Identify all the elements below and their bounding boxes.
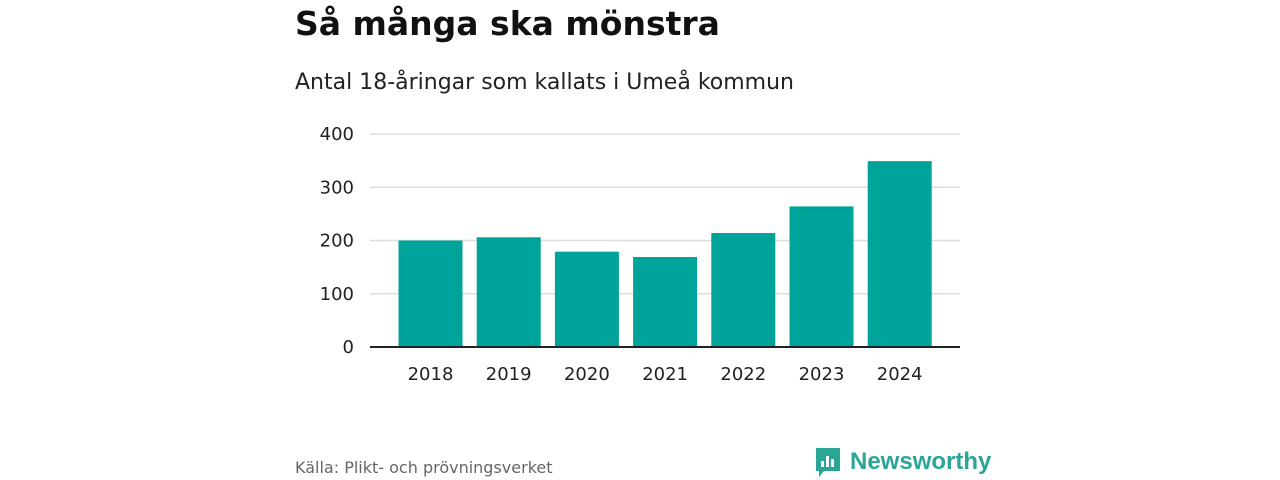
chart-subtitle: Antal 18-åringar som kallats i Umeå komm… [295, 70, 794, 95]
x-tick-label: 2018 [408, 364, 454, 385]
bar [476, 237, 541, 347]
x-tick-label: 2024 [877, 364, 923, 385]
x-tick-label: 2022 [720, 364, 766, 385]
y-tick-label: 400 [320, 124, 354, 145]
y-tick-label: 0 [343, 337, 354, 358]
brand-name: Newsworthy [850, 448, 992, 475]
y-tick-label: 200 [320, 231, 354, 252]
chart-title: Så många ska mönstra [295, 4, 720, 43]
x-tick-label: 2023 [799, 364, 845, 385]
bar [711, 233, 776, 347]
newsworthy-icon [816, 448, 840, 477]
x-tick-label: 2021 [642, 364, 688, 385]
bar-chart: 0 100 200 300 400 2018 2019 2020 2021 2022 2023 202… [320, 124, 960, 385]
bar [867, 161, 932, 347]
x-tick-label: 2020 [564, 364, 610, 385]
x-tick-label: 2019 [486, 364, 532, 385]
source-note: Källa: Plikt- och prövningsverket [295, 458, 553, 477]
bar [789, 206, 854, 347]
y-tick-label: 300 [320, 177, 354, 198]
bar [398, 240, 463, 347]
brand-logo: Newsworthy [814, 446, 991, 478]
y-tick-label: 100 [320, 284, 354, 305]
bar [554, 251, 619, 347]
bar [633, 257, 698, 347]
